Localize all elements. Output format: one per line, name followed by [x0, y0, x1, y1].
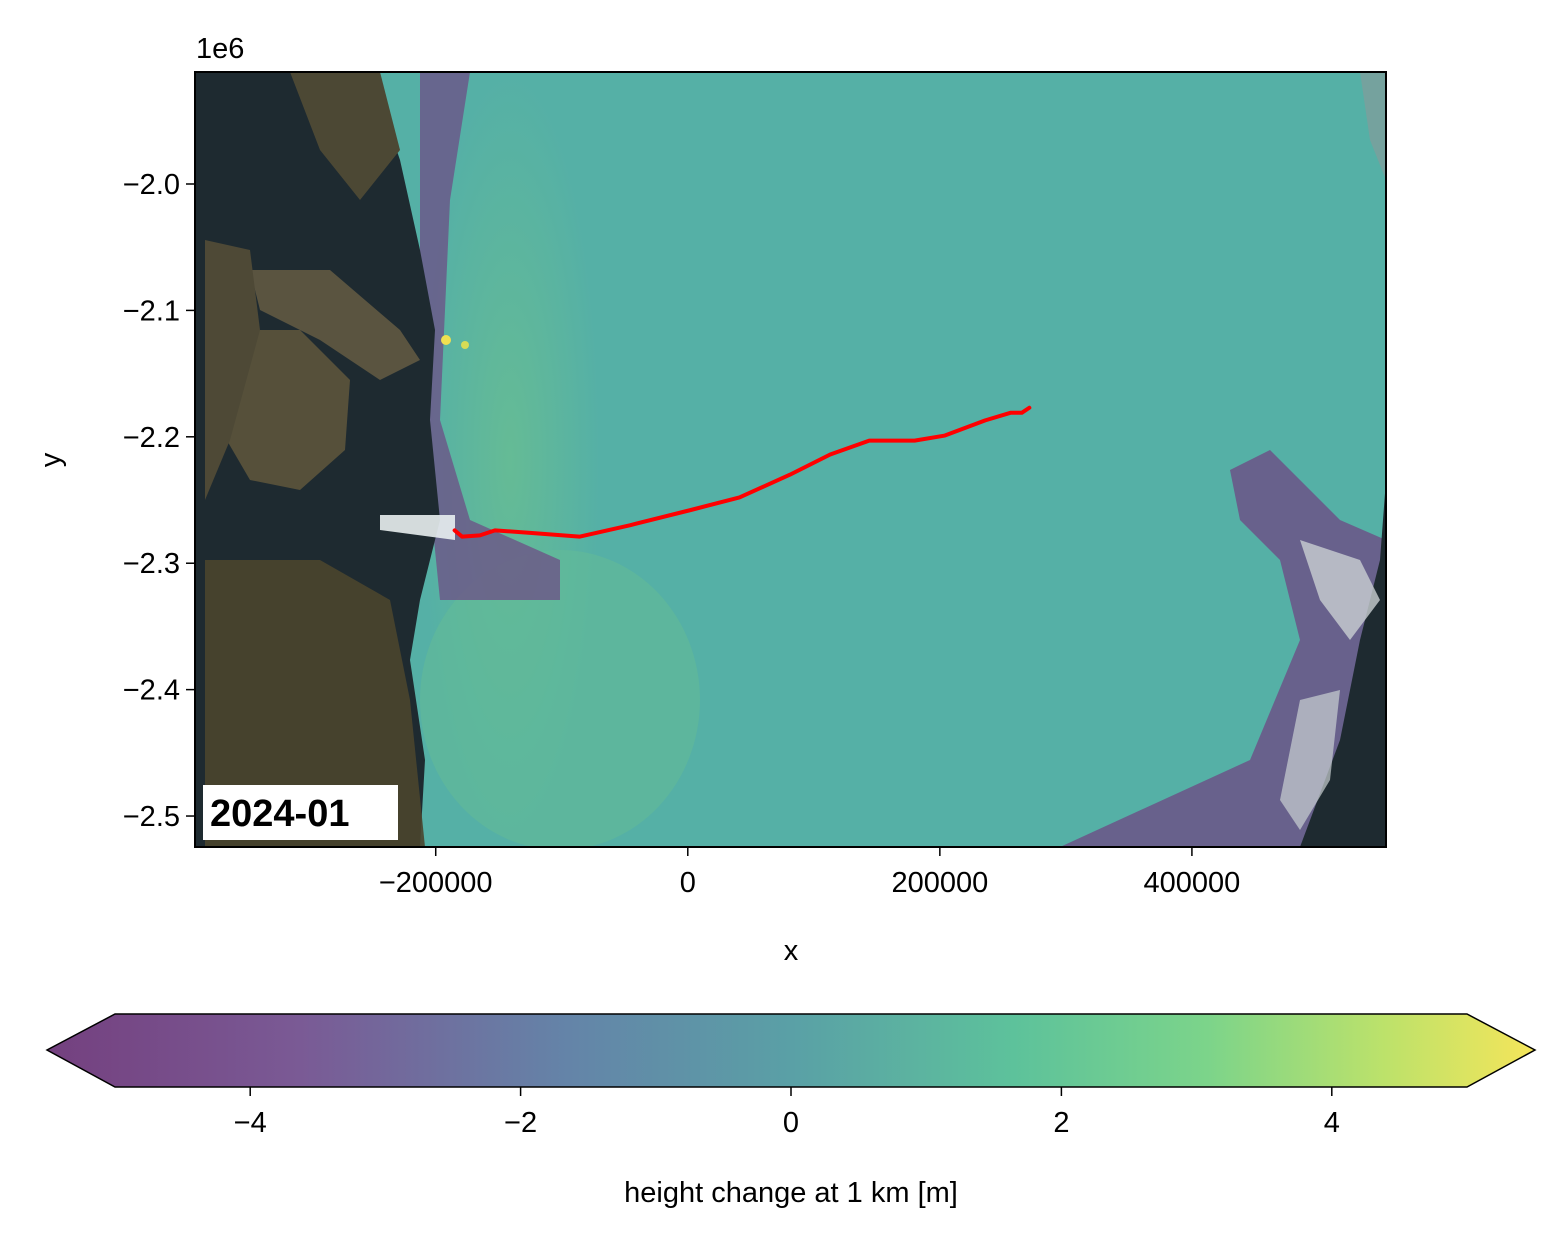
y-tick-label: −2.4 — [123, 675, 180, 707]
date-label-box — [203, 785, 398, 840]
y-tick-label: −2.2 — [123, 422, 180, 454]
colorbar-label: height change at 1 km [m] — [624, 1177, 958, 1209]
x-tick-label: 400000 — [1144, 867, 1241, 899]
thinning-zone-west — [420, 72, 560, 600]
y-tick-label: −2.0 — [123, 169, 180, 201]
colorbar-tick-label: 2 — [1053, 1107, 1069, 1139]
date-label: 2024-01 — [210, 793, 349, 835]
y-tick-label: −2.5 — [123, 801, 180, 833]
x-tick-label: 0 — [680, 867, 696, 899]
x-axis-label: x — [784, 935, 799, 967]
axes-frame — [194, 71, 1387, 848]
colorbar — [45, 1013, 1537, 1088]
x-tick-label: −200000 — [379, 867, 493, 899]
land-east — [1300, 480, 1386, 847]
y-axis-label: y — [35, 452, 67, 467]
flowline-series — [452, 405, 1032, 539]
y-offset-label: 1e6 — [196, 33, 244, 65]
y-tick-label: −2.1 — [123, 295, 180, 327]
map-image — [195, 72, 1386, 847]
y-tick-label: −2.3 — [123, 548, 180, 580]
colorbar-tick-label: −4 — [234, 1107, 267, 1139]
colorbar-tick-label: −2 — [504, 1107, 537, 1139]
x-tick-label: 200000 — [891, 867, 988, 899]
colorbar-tick-label: 4 — [1324, 1107, 1340, 1139]
colorbar-tick-label: 0 — [783, 1107, 799, 1139]
